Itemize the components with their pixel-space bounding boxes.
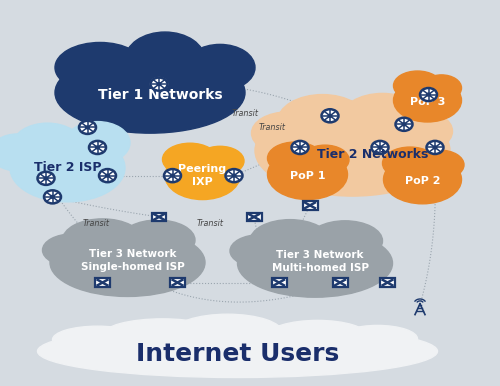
Circle shape: [328, 114, 332, 117]
Circle shape: [372, 141, 388, 154]
Ellipse shape: [172, 314, 282, 351]
Circle shape: [396, 118, 412, 131]
Ellipse shape: [165, 152, 240, 200]
Ellipse shape: [278, 95, 368, 149]
Circle shape: [298, 146, 302, 149]
Circle shape: [44, 190, 61, 203]
Ellipse shape: [301, 145, 349, 174]
Text: PoP 1: PoP 1: [290, 171, 325, 181]
Circle shape: [150, 78, 168, 91]
Circle shape: [157, 83, 161, 86]
Circle shape: [44, 177, 48, 180]
Circle shape: [433, 146, 437, 149]
Ellipse shape: [62, 219, 142, 261]
Ellipse shape: [308, 221, 382, 261]
Ellipse shape: [50, 229, 205, 296]
Ellipse shape: [230, 235, 290, 267]
Text: Transit: Transit: [232, 109, 258, 119]
Circle shape: [378, 146, 382, 149]
Ellipse shape: [102, 319, 222, 351]
Ellipse shape: [268, 142, 322, 174]
Ellipse shape: [52, 326, 142, 353]
Ellipse shape: [55, 52, 245, 133]
Circle shape: [50, 195, 54, 198]
Ellipse shape: [12, 123, 82, 168]
Ellipse shape: [416, 150, 464, 179]
Circle shape: [420, 88, 437, 101]
Circle shape: [426, 93, 430, 96]
Ellipse shape: [340, 93, 425, 146]
FancyBboxPatch shape: [302, 201, 318, 210]
Text: Internet Users: Internet Users: [136, 342, 339, 366]
Circle shape: [232, 174, 236, 177]
Ellipse shape: [238, 229, 392, 297]
Text: Transit: Transit: [82, 219, 110, 229]
Circle shape: [38, 172, 54, 185]
Circle shape: [164, 169, 181, 182]
Ellipse shape: [338, 325, 417, 352]
Ellipse shape: [85, 49, 155, 94]
Ellipse shape: [38, 325, 438, 378]
Circle shape: [226, 169, 242, 182]
Ellipse shape: [0, 134, 45, 171]
Text: Tier 3 Network
Single-homed ISP: Tier 3 Network Single-homed ISP: [80, 249, 184, 272]
Ellipse shape: [384, 155, 462, 204]
Text: Tier 1 Networks: Tier 1 Networks: [98, 88, 222, 102]
Text: Transit: Transit: [259, 123, 286, 132]
Text: Tier 3 Network
Multi-homed ISP: Tier 3 Network Multi-homed ISP: [272, 250, 368, 273]
FancyBboxPatch shape: [332, 278, 347, 287]
Text: Tier 2 ISP: Tier 2 ISP: [34, 161, 101, 174]
Circle shape: [426, 141, 444, 154]
Text: PoP 2: PoP 2: [405, 176, 440, 186]
FancyBboxPatch shape: [95, 278, 110, 287]
Ellipse shape: [268, 320, 368, 351]
Ellipse shape: [382, 147, 438, 179]
Ellipse shape: [120, 220, 195, 260]
Circle shape: [292, 141, 308, 154]
FancyBboxPatch shape: [170, 278, 185, 287]
Ellipse shape: [250, 220, 330, 262]
Circle shape: [106, 174, 110, 177]
Circle shape: [170, 174, 174, 177]
Circle shape: [322, 109, 338, 122]
Circle shape: [96, 146, 100, 149]
Text: Transit: Transit: [196, 219, 224, 229]
Circle shape: [79, 121, 96, 134]
Ellipse shape: [65, 122, 130, 164]
Circle shape: [89, 141, 106, 154]
Circle shape: [402, 123, 406, 126]
Text: Tier 2 Networks: Tier 2 Networks: [317, 148, 428, 161]
Ellipse shape: [10, 134, 125, 202]
Ellipse shape: [162, 143, 218, 176]
Ellipse shape: [382, 110, 452, 152]
Text: PoP 3: PoP 3: [410, 97, 445, 107]
Ellipse shape: [422, 75, 462, 101]
Ellipse shape: [55, 42, 145, 93]
FancyBboxPatch shape: [380, 278, 395, 287]
FancyBboxPatch shape: [272, 278, 286, 287]
Circle shape: [99, 169, 116, 182]
Circle shape: [86, 126, 89, 129]
Ellipse shape: [255, 105, 450, 196]
FancyBboxPatch shape: [152, 213, 166, 221]
Ellipse shape: [268, 149, 347, 200]
Ellipse shape: [185, 44, 255, 91]
FancyBboxPatch shape: [246, 213, 262, 221]
Ellipse shape: [394, 71, 442, 100]
Ellipse shape: [394, 79, 462, 122]
Ellipse shape: [42, 234, 102, 266]
Ellipse shape: [196, 146, 244, 176]
Ellipse shape: [125, 32, 205, 88]
Text: Peering
IXP: Peering IXP: [178, 164, 226, 187]
Ellipse shape: [252, 112, 324, 154]
